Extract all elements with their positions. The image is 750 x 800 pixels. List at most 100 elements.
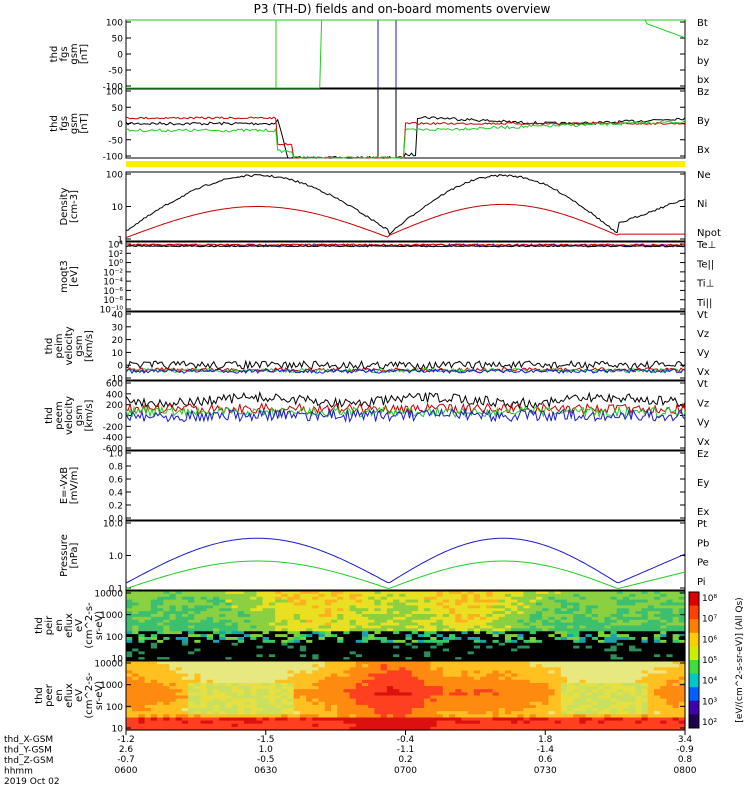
panel-peir-spec: 10000 1000 100 10 thd peir en eflux eV (cm^2-s-sr… (34, 590, 686, 665)
colorbar-band (689, 687, 699, 702)
panel-peim-velocity: 40 30 20 10 0 -10 thd peim velocity gsm [km/s] Vt Vz… (44, 310, 710, 385)
panel-pressure: 10.0 1.0 0.1 Pressure [nPa] Pt Pb Pe Pi (59, 519, 709, 595)
panel-density: 100 10 1 Density [cm-3] Ne Ni Npot (59, 170, 721, 246)
colorbar-band (689, 646, 699, 661)
x-tick-value: -1.1 (397, 745, 415, 755)
x-tick-label: 0730 (534, 766, 557, 776)
pi-trace (125, 537, 686, 584)
legend-bx: Bx (697, 145, 710, 156)
legend-ey: Ey (697, 478, 709, 489)
x-tick-value: 1.0 (259, 745, 274, 755)
legend-bz: Bz (697, 87, 709, 98)
y-axis-label: en (54, 689, 65, 702)
legend-pe: Pe (697, 558, 709, 569)
ne-trace (125, 203, 685, 239)
legend-vy: Vy (697, 418, 710, 429)
y-axis-label: [cm-3] (69, 190, 80, 223)
y-tick-label: 0.4 (109, 489, 124, 499)
y-axis-label: E=-VxB (59, 467, 70, 504)
status-bar (126, 161, 685, 167)
colorbar-tick: 10³ (702, 697, 717, 707)
y-axis-label: gsm (74, 335, 85, 356)
vx-trace (125, 407, 686, 424)
legend-vt: Vt (697, 310, 708, 321)
y-axis-label: gsm (69, 113, 80, 134)
y-axis-label: eflux (64, 613, 75, 638)
colorbar (688, 591, 700, 729)
y-tick-label: 10000 (94, 660, 123, 670)
x-axis-row-label: thd_Z-GSM (4, 756, 53, 766)
y-tick-label: 400 (106, 390, 123, 400)
y-tick-label: 600 (106, 380, 123, 390)
panel-frame (125, 19, 686, 89)
y-tick-label: 10⁻⁴ (103, 278, 123, 288)
legend-ti: Ti⊥ (696, 279, 714, 290)
y-axis-label: velocity (64, 396, 75, 435)
y-tick-label: 10 (112, 725, 124, 735)
x-tick-value: -0.7 (117, 755, 135, 765)
legend-pt: Pt (697, 519, 707, 530)
x-tick-label: 0700 (394, 766, 417, 776)
y-tick-label: 20 (112, 336, 124, 346)
legend-vz: Vz (697, 398, 709, 409)
y-tick-label: -10 (108, 375, 123, 385)
legend-vz: Vz (697, 329, 709, 340)
colorbar-tick: 10⁵ (702, 656, 717, 666)
panel-peer-spec: 10000 1000 100 10 thd peer en eflux eV (cm^2-s-sr… (34, 660, 686, 735)
colorbar-label: [eV/(cm^2-s-sr-eV)] (All Qs) (735, 597, 745, 722)
y-tick-label: 1000 (100, 611, 123, 621)
legend-vx: Vx (697, 437, 710, 448)
colorbar-band (689, 592, 699, 607)
legend-pb: Pb (697, 538, 709, 549)
y-tick-label: 100 (106, 88, 123, 98)
y-tick-label: 50 (112, 104, 124, 114)
y-tick-label: 40 (112, 311, 124, 321)
y-axis-label: Density (59, 187, 70, 225)
y-tick-label: 10⁻⁸ (103, 296, 123, 306)
y-axis-label: [km/s] (84, 399, 95, 431)
y-tick-label: 0 (117, 362, 123, 372)
te-par-trace (125, 245, 685, 248)
x-axis-row-label: thd_Y-GSM (4, 746, 52, 756)
panel-fgs-bt: 100 50 0 -50 -100 thd fgs gsm [nT] Bt bz by bx (49, 18, 709, 93)
panel-frame (125, 241, 686, 312)
colorbar-tick: 10⁷ (702, 615, 717, 625)
y-tick-label: 10000 (94, 590, 123, 600)
colorbar-band (689, 619, 699, 634)
y-tick-label: 0.1 (109, 585, 123, 595)
y-axis-label: eV (74, 619, 85, 632)
panel-efield: 1.0 0.8 0.6 0.4 0.2 0.0 E=-VxB [mV/m] Ez Ey Ex (59, 449, 709, 525)
colorbar-band (689, 605, 699, 620)
y-axis-label: gsm (74, 405, 85, 426)
y-axis-label: thd (49, 115, 60, 132)
y-axis-label: thd (34, 687, 45, 704)
legend-pi: Pi (697, 577, 706, 588)
y-tick-label: 0.6 (109, 476, 124, 486)
x-axis-row-label: thd_X-GSM (4, 735, 53, 745)
y-axis-label: Pressure (59, 534, 70, 577)
pe-trace (125, 560, 686, 590)
legend-ez: Ez (697, 449, 709, 460)
legend-bx: bx (697, 75, 709, 86)
legend-te: Te|| (696, 259, 714, 270)
y-tick-label: 0 (117, 412, 123, 422)
y-axis-label: thd (44, 338, 55, 355)
y-tick-label: -100 (103, 153, 124, 163)
y-tick-label: 1.0 (109, 450, 124, 460)
panel-fgs-gsm: 100 50 0 -50 -100 thd fgs gsm [nT] Bz By Bx (49, 87, 710, 163)
colorbar-tick: 10⁴ (702, 677, 717, 687)
x-tick-value: 0.2 (398, 755, 412, 765)
x-tick-value: 2.6 (119, 745, 134, 755)
y-tick-label: 200 (106, 401, 123, 411)
y-tick-label: 100 (106, 703, 123, 713)
y-tick-label: 10⁻⁶ (103, 287, 123, 297)
legend-by: By (697, 116, 710, 127)
x-axis-row-label: hhmm (4, 767, 33, 777)
by-trace-end (126, 19, 686, 39)
bx-trace (125, 119, 686, 159)
x-tick-value: 0.6 (538, 755, 553, 765)
y-axis-label: fgs (59, 116, 70, 131)
y-tick-label: 10 (112, 655, 124, 665)
